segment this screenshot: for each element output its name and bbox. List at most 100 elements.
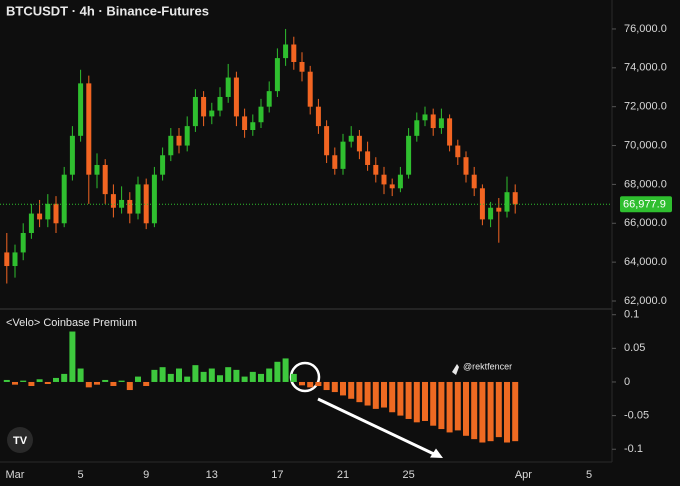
bar <box>3 379 10 382</box>
y-tick-label: 66,000.0 <box>624 217 667 229</box>
candle-body <box>53 203 59 224</box>
bar <box>44 381 51 384</box>
candle-body <box>78 83 84 136</box>
candle-body <box>184 126 190 146</box>
bar <box>85 381 92 388</box>
candle-body <box>110 194 116 208</box>
bar <box>126 381 133 391</box>
y-tick-label: 0.05 <box>624 342 645 354</box>
candle-body <box>365 151 371 165</box>
candle-body <box>455 145 461 158</box>
candle-body <box>356 135 362 152</box>
candle-body <box>479 188 485 220</box>
bar <box>323 381 330 391</box>
candle-body <box>504 192 510 212</box>
bar <box>364 381 371 406</box>
bar <box>454 381 461 431</box>
bar <box>200 371 207 382</box>
bar <box>381 381 387 408</box>
candle-body <box>438 118 444 129</box>
bar <box>208 368 215 382</box>
x-tick-label: 9 <box>143 469 149 481</box>
candle-body <box>135 184 141 214</box>
candle-body <box>225 77 231 97</box>
y-tick-label: 68,000.0 <box>624 178 667 190</box>
x-tick-label: 5 <box>78 469 84 481</box>
bar <box>110 381 117 387</box>
candle-body <box>291 44 297 62</box>
bar <box>348 381 355 399</box>
bar <box>258 373 264 382</box>
candle-body <box>102 164 108 195</box>
bar <box>94 381 100 385</box>
candle-body <box>250 122 256 131</box>
bar <box>118 380 125 382</box>
x-tick-label: 13 <box>206 469 218 481</box>
candle-body <box>447 118 453 146</box>
candle-body <box>332 155 338 169</box>
x-tick-label: 17 <box>271 469 283 481</box>
bar <box>28 381 35 387</box>
bar <box>12 381 18 385</box>
bar <box>430 381 437 426</box>
arrow-head <box>430 448 443 458</box>
candle-body <box>127 199 133 214</box>
bar <box>192 365 199 382</box>
bar <box>167 373 174 382</box>
candle-body <box>422 114 428 121</box>
watermark: @rektfencer <box>463 361 512 371</box>
bar <box>372 381 379 409</box>
candle-body <box>496 207 502 212</box>
candle-body <box>283 44 289 59</box>
candle-body <box>307 71 313 107</box>
bar <box>331 381 338 393</box>
candle-body <box>340 141 346 169</box>
x-tick-label: Apr <box>515 469 532 481</box>
candle-body <box>61 174 67 224</box>
candle-body <box>217 96 223 111</box>
candle-body <box>69 135 75 175</box>
bar <box>225 367 232 382</box>
x-tick-label: 21 <box>337 469 349 481</box>
candle-body <box>315 106 321 127</box>
bar <box>20 380 27 382</box>
candle-body <box>389 184 395 189</box>
bar <box>151 369 158 382</box>
candle-body <box>28 213 34 233</box>
candle-body <box>397 174 403 189</box>
bar <box>504 381 510 443</box>
candle-body <box>86 83 92 175</box>
candle-body <box>512 192 518 205</box>
bar <box>438 381 445 430</box>
bar <box>340 381 346 396</box>
candle-body <box>168 135 174 156</box>
bar <box>53 377 59 382</box>
bar <box>479 381 486 443</box>
candle-body <box>176 135 182 146</box>
x-tick-label: 25 <box>402 469 414 481</box>
bar <box>274 361 281 382</box>
bar <box>290 373 297 382</box>
candle-body <box>373 164 379 175</box>
candle-body <box>381 174 387 185</box>
bar <box>315 381 322 387</box>
candle-body <box>430 114 436 129</box>
bar <box>69 331 76 382</box>
y-tick-label: 62,000.0 <box>624 295 667 307</box>
candle-body <box>274 58 280 92</box>
watermark-icon <box>452 364 459 375</box>
bar <box>307 381 314 388</box>
candle-body <box>266 91 272 107</box>
candle-body <box>414 120 420 136</box>
candle-body <box>94 164 100 175</box>
bar <box>299 381 305 386</box>
bar <box>405 381 412 419</box>
bar <box>241 376 248 382</box>
candle-body <box>209 110 215 117</box>
bar <box>143 381 150 387</box>
bar <box>77 368 84 382</box>
candle-body <box>471 174 477 189</box>
bar <box>487 381 494 442</box>
